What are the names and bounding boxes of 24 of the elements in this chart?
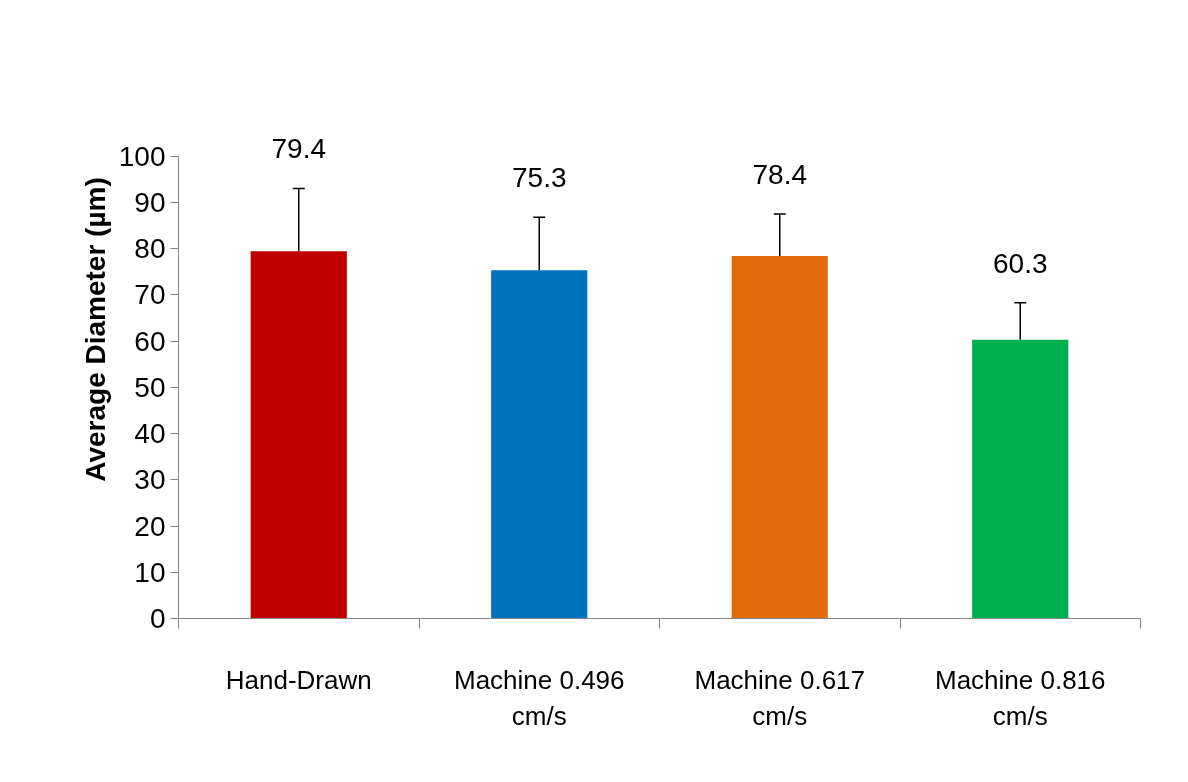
bar xyxy=(972,339,1069,619)
data-label: 79.4 xyxy=(271,133,326,165)
y-tick-label: 40 xyxy=(134,418,166,450)
y-tick-label: 60 xyxy=(134,325,166,357)
x-tick-label: Hand-Drawn xyxy=(225,664,372,695)
data-label: 75.3 xyxy=(512,162,567,194)
y-tick-label: 20 xyxy=(134,510,166,542)
y-axis-title: Average Diameter (µm) xyxy=(79,177,111,482)
y-tick-label: 0 xyxy=(149,603,166,634)
x-tick-label: Machine 0.496 cm/s xyxy=(453,664,625,731)
data-label: 78.4 xyxy=(752,158,807,190)
y-tick-label: 50 xyxy=(134,371,166,403)
y-tick-label: 90 xyxy=(134,186,166,218)
bar xyxy=(491,270,588,619)
x-tick-label: Machine 0.617 cm/s xyxy=(694,664,866,731)
y-tick-label: 10 xyxy=(134,556,166,588)
y-tick-label: 100 xyxy=(118,140,166,172)
x-tick-label: Machine 0.816 cm/s xyxy=(934,664,1106,731)
bar xyxy=(731,255,828,619)
y-tick-label: 80 xyxy=(134,233,166,265)
data-label: 60.3 xyxy=(993,247,1048,279)
y-tick-label: 70 xyxy=(134,279,166,311)
bar xyxy=(250,251,347,619)
y-tick-label: 30 xyxy=(134,464,166,496)
